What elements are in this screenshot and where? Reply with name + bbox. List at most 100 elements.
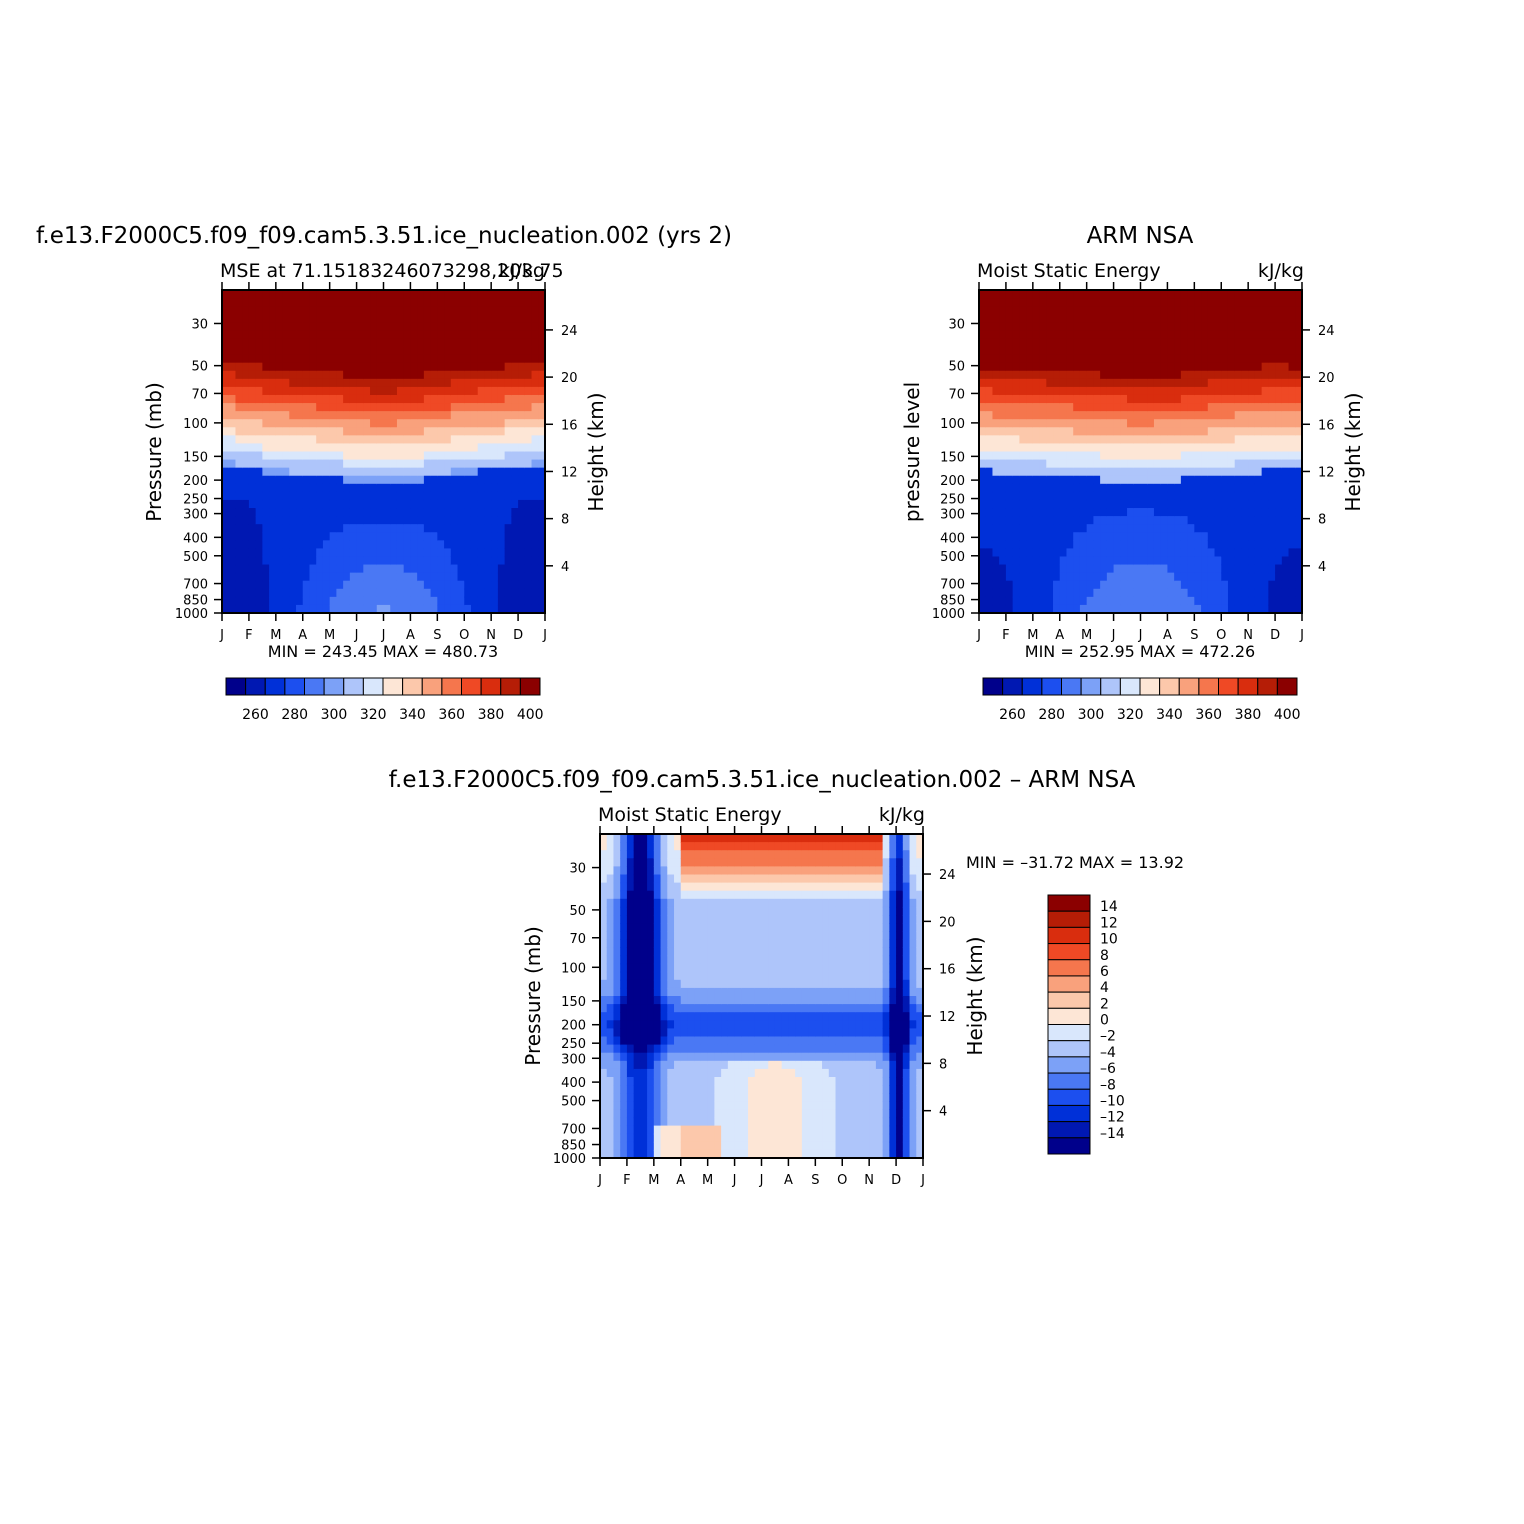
obs-contour-cell [1147,354,1155,364]
model-contour-cell [390,588,398,598]
obs-contour-cell [1127,346,1135,356]
model-contour-cell [376,314,385,323]
obs-contour-cell [1288,596,1296,606]
model-contour-cell [235,564,243,574]
obs-contour-cell [1214,540,1222,550]
obs-contour-cell [1019,386,1027,396]
diff-contour-cell [680,1101,689,1110]
model-contour-cell [343,330,351,340]
obs-contour-cell [1187,516,1195,525]
diff-contour-cell [748,915,756,924]
model-contour-cell [248,572,257,582]
obs-contour-cell [985,314,994,323]
obs-contour-cell [1039,516,1047,525]
obs-contour-cell [1106,451,1115,461]
obs-contour-cell [1100,516,1108,525]
obs-contour-cell [1046,386,1054,396]
model-contour-cell [444,370,452,380]
model-contour-cell [450,346,459,356]
diff-contour-cell [626,996,635,1005]
diff-contour-cell [674,1020,682,1029]
diff-contour-cell [667,1101,675,1110]
obs-contour-cell [1281,532,1290,541]
model-contour-cell [491,354,499,364]
obs-contour-cell [1147,491,1155,501]
obs-contour-cell [1221,459,1229,469]
model-contour-cell [289,427,297,436]
obs-contour-cell [1106,322,1115,331]
model-contour-cell [235,370,243,380]
diff-contour-cell [700,996,709,1005]
model-contour-cell [242,370,250,380]
obs-contour-cell [1174,314,1182,323]
model-pressure-tick-label: 400 [183,531,208,546]
obs-month-tick-label: J [976,628,981,643]
model-contour-cell [444,314,452,323]
model-contour-cell [423,386,432,396]
obs-contour-cell [1275,362,1283,372]
model-contour-cell [511,508,519,517]
model-contour-cell [417,386,425,396]
model-contour-cell [336,435,344,445]
diff-contour-cell [653,1077,662,1086]
obs-contour-cell [1066,459,1074,469]
obs-contour-cell [1295,508,1302,517]
diff-contour-cell [660,866,668,876]
model-contour-cell [491,524,499,533]
model-contour-cell [296,443,304,453]
model-contour-cell [262,354,270,364]
obs-contour-cell [1053,548,1061,558]
obs-pressure-tick-label: 700 [940,578,965,593]
model-contour-cell [376,411,385,420]
obs-contour-cell [1147,532,1155,541]
model-contour-cell [464,564,472,574]
model-contour-cell [248,346,257,356]
diff-contour-cell [741,979,749,989]
obs-contour-cell [1234,443,1243,453]
obs-contour-cell [1093,386,1101,396]
obs-contour-cell [1167,451,1175,461]
obs-contour-cell [1066,588,1074,598]
diff-contour-cell [734,1028,742,1038]
model-contour-cell [349,443,358,453]
model-contour-cell [242,588,250,598]
obs-contour-cell [1281,572,1290,582]
obs-contour-cell [1174,491,1182,501]
model-contour-cell [403,596,412,606]
model-contour-cell [235,508,243,517]
model-contour-cell [538,483,545,493]
obs-contour-cell [1254,540,1263,550]
model-contour-cell [363,499,371,509]
model-contour-cell [356,338,364,348]
obs-contour-cell [1026,596,1034,606]
obs-contour-cell [999,419,1007,428]
model-contour-cell [248,564,257,574]
model-contour-cell [376,330,385,340]
obs-contour-cell [1180,403,1189,412]
obs-contour-cell [992,491,1000,501]
model-contour-cell [376,346,385,356]
obs-contour-cell [1012,290,1020,299]
model-contour-cell [349,524,358,533]
diff-contour-cell [653,874,662,884]
model-contour-cell [255,596,263,606]
model-contour-cell [531,572,539,582]
diff-contour-cell [727,1149,736,1158]
obs-contour-cell [1201,362,1209,372]
diff-contour-cell [687,1044,695,1054]
obs-contour-cell [1073,548,1081,558]
obs-contour-cell [1073,330,1081,340]
obs-contour-cell [1026,403,1034,412]
obs-contour-cell [1275,532,1283,541]
obs-contour-cell [992,419,1000,428]
obs-contour-cell [1059,443,1068,453]
obs-contour-cell [1140,338,1148,348]
diff-contour-cell [626,1101,635,1110]
diff-contour-cell [700,1101,709,1110]
model-colorbar-box [304,677,325,696]
obs-contour-cell [1167,322,1175,331]
model-contour-cell [504,548,512,558]
model-contour-cell [444,419,452,428]
model-contour-cell [296,491,304,501]
obs-contour-cell [1194,354,1202,364]
